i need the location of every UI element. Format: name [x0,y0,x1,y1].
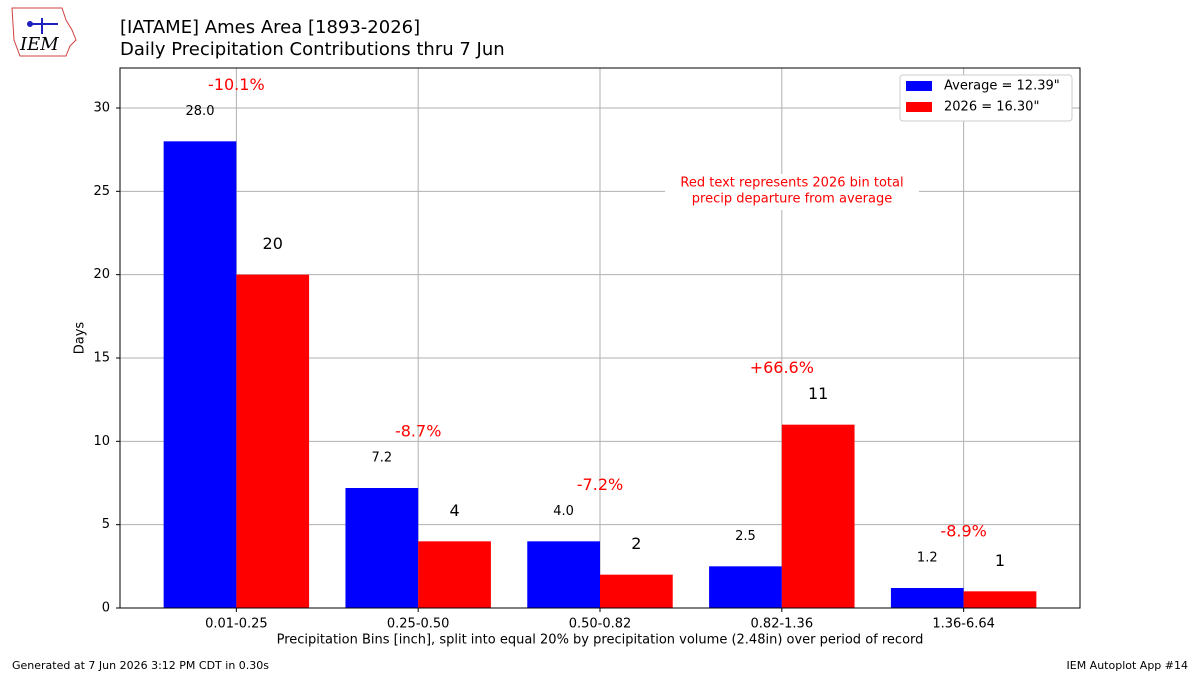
y-tick-label: 30 [93,101,110,116]
logo: IEM [11,7,77,57]
data-label: 4.0 [553,504,574,519]
x-tick-label: 0.50-0.82 [569,617,632,632]
y-axis-label: Days [73,322,88,355]
data-label: 11 [808,384,828,403]
bar [236,274,310,608]
data-label: 7.2 [371,451,392,466]
departure-label: -8.7% [395,422,441,441]
y-tick-label: 20 [93,267,110,282]
x-axis-label: Precipitation Bins [inch], split into eq… [277,633,924,648]
bar [709,566,782,608]
footer-right: IEM Autoplot App #14 [1067,659,1189,672]
bar [600,574,673,608]
data-label: 2 [631,534,641,553]
y-tick-label: 25 [93,184,110,199]
x-tick-label: 0.25-0.50 [387,617,450,632]
data-label: 28.0 [186,104,215,119]
x-tick-label: 0.01-0.25 [205,617,268,632]
departure-label: -7.2% [577,475,623,494]
bar [963,591,1037,608]
data-label: 20 [263,234,283,253]
bar [527,541,600,608]
y-tick-label: 15 [93,351,110,366]
note-box [665,174,919,210]
legend-box [899,74,1073,122]
data-label: 2.5 [735,529,756,544]
data-label: 1 [995,551,1005,570]
departure-label: -8.9% [940,522,986,541]
bar [781,424,855,608]
x-tick-label: 0.82-1.36 [751,617,814,632]
legend-label: Average = 12.39" [944,79,1060,94]
y-tick-label: 0 [102,601,110,616]
data-label: 4 [449,501,459,520]
legend-swatch [906,102,932,112]
bar [418,541,491,608]
bar [163,141,237,609]
bar [890,588,964,608]
bar [345,488,419,608]
chart-subtitle: Daily Precipitation Contributions thru 7… [120,39,505,60]
x-tick-label: 1.36-6.64 [932,617,995,632]
logo-text: IEM [19,34,59,55]
note-text: precip departure from average [692,192,892,207]
legend-label: 2026 = 16.30" [944,100,1039,115]
note-text: Red text represents 2026 bin total [680,176,903,191]
legend-swatch [906,81,932,91]
departure-label: +66.6% [750,358,814,377]
chart-title: [IATAME] Ames Area [1893-2026] [120,17,420,38]
y-tick-label: 10 [93,434,110,449]
axes-frame [119,67,1081,609]
departure-label: -10.1% [208,75,265,94]
y-tick-label: 5 [102,517,110,532]
data-label: 1.2 [917,551,938,566]
footer-left: Generated at 7 Jun 2026 3:12 PM CDT in 0… [12,659,269,672]
